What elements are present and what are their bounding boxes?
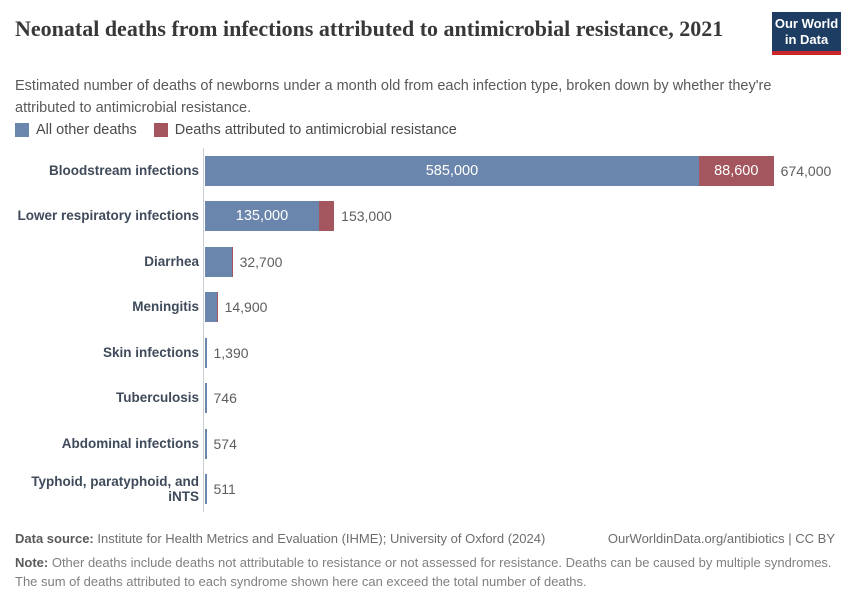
bar-row: Lower respiratory infections 135,000 153,0… xyxy=(15,193,850,239)
bar-total-label: 153,000 xyxy=(341,208,392,225)
bar-value-label-other: 585,000 xyxy=(425,162,479,179)
bar-row: Tuberculosis 746 xyxy=(15,375,850,421)
bar-row: Bloodstream infections 585,000 88,600 674,0… xyxy=(15,148,850,194)
legend-swatch-other xyxy=(15,123,29,137)
bar-total-label: 574 xyxy=(213,435,237,452)
category-label: Skin infections xyxy=(102,344,199,360)
chart-footer: Data source: Institute for Health Metric… xyxy=(15,530,835,592)
bar-total-label: 746 xyxy=(213,390,237,407)
category-label: Tuberculosis xyxy=(115,390,199,406)
bar-value-label-other: 135,000 xyxy=(235,208,289,225)
chart-subtitle: Estimated number of deaths of newborns u… xyxy=(15,78,772,116)
data-source-label: Data source: xyxy=(15,531,94,546)
bar-segment-other[interactable] xyxy=(205,383,207,414)
bar-area: 32,700 xyxy=(203,239,850,285)
category-label: Diarrhea xyxy=(144,253,199,269)
bar-area: 135,000 153,000 xyxy=(203,193,850,239)
bar-area: 746 xyxy=(203,375,850,421)
bar-row: Diarrhea 32,700 xyxy=(15,239,850,285)
bar-chart: Bloodstream infections 585,000 88,600 674,0… xyxy=(15,148,850,512)
bar-row: Abdominal infections 574 xyxy=(15,421,850,467)
bar-area: 574 xyxy=(203,421,850,467)
category-label: Meningitis xyxy=(132,299,199,315)
bar-total-label: 32,700 xyxy=(239,253,283,270)
bar-total-label: 674,000 xyxy=(780,162,832,179)
bar-segment-amr[interactable]: 88,600 xyxy=(698,155,774,186)
owid-logo-line1: Our World xyxy=(774,16,839,31)
chart-note: Note: Other deaths include deaths not at… xyxy=(15,554,835,592)
bar-area: 511 xyxy=(203,466,850,512)
bar-row: Typhoid, paratyphoid, and iNTS 511 xyxy=(15,466,850,512)
category-label: Lower respiratory infections xyxy=(17,208,199,224)
bar-total-label: 1,390 xyxy=(213,344,249,361)
data-source-value: Institute for Health Metrics and Evaluat… xyxy=(93,531,546,546)
bar-segment-amr[interactable] xyxy=(231,246,233,277)
legend-item-amr[interactable]: Deaths attributed to antimicrobial resis… xyxy=(153,122,457,138)
bar-area: 1,390 xyxy=(203,330,850,376)
page-title: Neonatal deaths from infections attribut… xyxy=(15,16,724,41)
legend-label: All other deaths xyxy=(36,122,137,138)
bar-segment-amr[interactable] xyxy=(318,201,335,232)
bar-value-label-amr: 88,600 xyxy=(714,162,759,179)
bar-segment-other[interactable] xyxy=(205,337,207,368)
data-source-line: Data source: Institute for Health Metric… xyxy=(15,530,545,549)
bar-segment-other[interactable]: 135,000 xyxy=(205,201,319,232)
legend-item-other[interactable]: All other deaths xyxy=(15,122,137,138)
bar-area: 585,000 88,600 674,000 xyxy=(203,148,850,194)
owid-logo[interactable]: Our World in Data xyxy=(772,12,841,55)
bar-area: 14,900 xyxy=(203,284,850,330)
category-label: Typhoid, paratyphoid, and iNTS xyxy=(31,473,199,505)
bar-segment-amr[interactable] xyxy=(216,292,218,323)
note-value: Other deaths include deaths not attribut… xyxy=(15,554,832,589)
owid-license-link[interactable]: OurWorldinData.org/antibiotics | CC BY xyxy=(607,531,835,546)
bar-segment-other[interactable] xyxy=(205,292,217,323)
legend-swatch-amr xyxy=(153,123,168,137)
bar-row: Skin infections 1,390 xyxy=(15,330,850,376)
bar-row: Meningitis 14,900 xyxy=(15,284,850,330)
category-label: Abdominal infections xyxy=(61,435,199,451)
owid-logo-line2: in Data xyxy=(784,32,829,47)
category-label: Bloodstream infections xyxy=(48,162,199,178)
bar-total-label: 511 xyxy=(213,481,236,498)
bar-segment-other[interactable]: 585,000 xyxy=(205,155,699,186)
chart-legend: All other deaths Deaths attributed to ant… xyxy=(15,122,457,138)
note-label: Note: xyxy=(15,554,49,570)
bar-total-label: 14,900 xyxy=(224,299,268,316)
bar-segment-other[interactable] xyxy=(205,474,207,505)
bar-segment-other[interactable] xyxy=(205,428,207,459)
legend-label: Deaths attributed to antimicrobial resis… xyxy=(174,122,457,138)
bar-segment-other[interactable] xyxy=(205,246,232,277)
